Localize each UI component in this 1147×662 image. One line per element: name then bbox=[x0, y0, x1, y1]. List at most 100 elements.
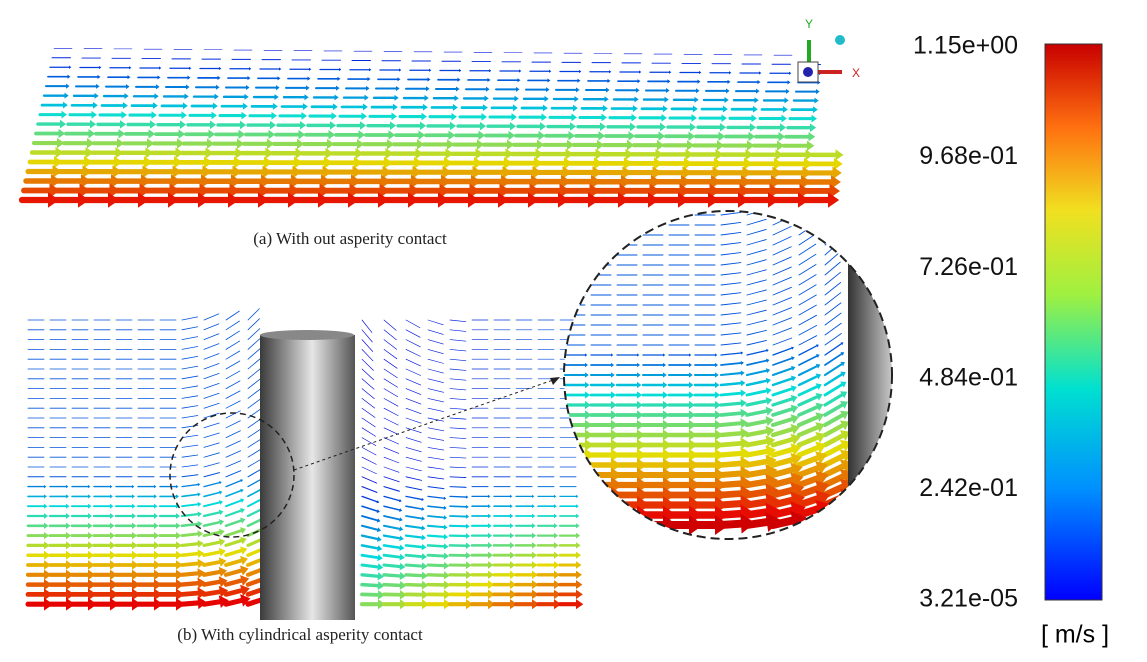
vector-shaft bbox=[203, 363, 220, 370]
vector-head bbox=[66, 513, 71, 519]
vector-shaft bbox=[203, 491, 221, 498]
vector-head bbox=[157, 75, 161, 80]
vector-head bbox=[400, 599, 408, 610]
vector-head bbox=[611, 391, 617, 399]
vector-head bbox=[387, 139, 395, 150]
vector-head bbox=[766, 358, 770, 363]
vector-head bbox=[88, 494, 91, 499]
vector-head bbox=[787, 80, 791, 85]
vector-head bbox=[421, 516, 426, 521]
vector-shaft bbox=[744, 429, 769, 438]
vector-shaft bbox=[225, 390, 241, 399]
vector-shaft bbox=[427, 476, 445, 480]
vector-shaft bbox=[405, 437, 422, 443]
vector-head bbox=[585, 515, 600, 535]
vector-shaft bbox=[247, 338, 261, 350]
vector-head bbox=[66, 522, 71, 530]
vector-shaft bbox=[247, 358, 261, 370]
vector-head bbox=[197, 501, 202, 507]
vector-head bbox=[443, 552, 450, 560]
vector-shaft bbox=[718, 421, 743, 428]
caption-a: (a) With out asperity contact bbox=[253, 229, 447, 248]
vector-shaft bbox=[405, 417, 422, 424]
vector-shaft bbox=[225, 370, 241, 380]
vector-shaft bbox=[202, 530, 222, 538]
vector-head bbox=[685, 148, 694, 161]
vector-head bbox=[44, 522, 49, 530]
vector-head bbox=[729, 71, 732, 75]
vector-head bbox=[637, 362, 641, 368]
vector-shaft bbox=[181, 326, 199, 331]
vector-head bbox=[777, 140, 785, 151]
vector-head bbox=[805, 149, 814, 161]
vector-shaft bbox=[247, 468, 263, 478]
vector-head bbox=[611, 362, 615, 368]
vector-head bbox=[218, 538, 226, 547]
vector-shaft bbox=[720, 252, 742, 256]
vector-head bbox=[740, 360, 744, 366]
vector-shaft bbox=[427, 495, 445, 499]
vector-head bbox=[505, 148, 514, 160]
vector-head bbox=[765, 445, 776, 458]
vector-head bbox=[303, 103, 308, 110]
vector-head bbox=[696, 88, 700, 94]
vector-head bbox=[277, 76, 281, 81]
vector-shaft bbox=[247, 418, 262, 429]
vector-shaft bbox=[383, 456, 400, 464]
vector-shaft bbox=[449, 456, 467, 459]
vector-head bbox=[61, 110, 67, 119]
vector-head bbox=[513, 104, 518, 112]
vector-head bbox=[815, 470, 829, 486]
vector-head bbox=[815, 422, 825, 433]
vector-shaft bbox=[449, 466, 467, 469]
vector-shaft bbox=[426, 544, 446, 548]
vector-head bbox=[87, 137, 95, 149]
vector-head bbox=[815, 441, 827, 454]
vector-head bbox=[715, 353, 718, 357]
vector-shaft bbox=[449, 427, 467, 430]
vector-head bbox=[816, 89, 820, 95]
vector-head bbox=[465, 523, 470, 529]
vector-shaft bbox=[181, 405, 199, 409]
vector-shaft bbox=[361, 398, 376, 409]
vector-shaft bbox=[247, 348, 261, 360]
vector-shaft bbox=[225, 310, 240, 321]
vector-head bbox=[815, 392, 823, 401]
vector-head bbox=[689, 372, 693, 378]
vector-shaft bbox=[824, 282, 842, 296]
vector-head bbox=[240, 498, 245, 503]
vector-shaft bbox=[360, 582, 380, 588]
vector-shaft bbox=[772, 327, 793, 336]
vector-head bbox=[634, 96, 639, 103]
vector-head bbox=[547, 78, 551, 83]
vector-head bbox=[399, 526, 404, 532]
vector-head bbox=[443, 505, 447, 510]
vector-head bbox=[783, 106, 788, 113]
triad-z bbox=[803, 67, 813, 77]
vector-shaft bbox=[746, 339, 767, 346]
vector-shaft bbox=[770, 466, 796, 478]
vector-head bbox=[840, 361, 845, 367]
vector-head bbox=[240, 479, 244, 483]
vector-head bbox=[44, 494, 47, 499]
vector-head bbox=[781, 114, 787, 123]
vector-head bbox=[532, 551, 538, 559]
vector-head bbox=[486, 86, 490, 92]
vector-shaft bbox=[772, 357, 793, 366]
vector-head bbox=[811, 114, 817, 123]
vector-shaft bbox=[720, 211, 742, 216]
vector-head bbox=[123, 102, 128, 109]
vector-shaft bbox=[449, 388, 467, 391]
vector-head bbox=[360, 121, 367, 130]
vector-head bbox=[689, 410, 696, 420]
vector-head bbox=[197, 587, 207, 600]
vector-head bbox=[297, 138, 305, 150]
vector-head bbox=[151, 111, 157, 119]
vector-shaft bbox=[824, 220, 841, 236]
vector-head bbox=[750, 123, 757, 132]
vector-head bbox=[690, 122, 697, 132]
vector-head bbox=[748, 131, 756, 142]
vector-shaft bbox=[772, 266, 792, 276]
vector-head bbox=[325, 147, 334, 159]
